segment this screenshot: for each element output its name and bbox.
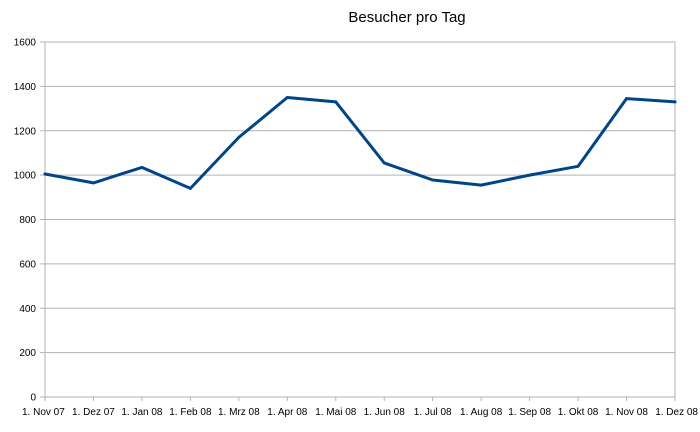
y-tick-label: 1000	[14, 171, 37, 182]
x-tick-label: 1. Sep 08	[508, 407, 551, 418]
x-tick-label: 1. Aug 08	[460, 407, 503, 418]
data-point	[43, 172, 47, 176]
x-tick-label: 1. Nov 08	[605, 407, 648, 418]
x-tick-label: 1. Nov 07	[22, 407, 65, 418]
x-tick-label: 1. Jun 08	[364, 407, 406, 418]
data-point	[576, 164, 580, 168]
y-tick-labels: 0 200 400 600 800 1000 1200 1400 1600	[14, 38, 37, 404]
data-point	[92, 181, 95, 185]
x-tick-label: 1. Apr 08	[267, 407, 307, 418]
data-point	[625, 97, 628, 100]
x-tick-label: 1. Dez 07	[72, 407, 115, 418]
data-point	[285, 96, 289, 99]
y-tick-label: 600	[19, 259, 36, 270]
data-point	[673, 100, 677, 104]
data-point	[140, 165, 144, 169]
data-point	[188, 187, 192, 190]
x-tick-label: 1. Mai 08	[315, 407, 357, 418]
x-tick-label: 1. Feb 08	[169, 407, 212, 418]
data-point	[431, 178, 435, 182]
x-tick-label: 1. Jan 08	[121, 407, 163, 418]
data-point	[237, 136, 241, 139]
series-layer	[43, 96, 677, 190]
y-tick-label: 1400	[14, 82, 37, 93]
x-tick-label: 1. Mrz 08	[218, 407, 260, 418]
x-tick-label: 1. Dez 08	[655, 407, 698, 418]
grid-lines	[45, 41, 675, 398]
axes	[40, 41, 676, 401]
data-point	[334, 100, 338, 104]
y-tick-label: 800	[19, 215, 36, 226]
chart-title: Besucher pro Tag	[348, 9, 465, 26]
data-point	[382, 161, 386, 165]
y-tick-label: 0	[30, 393, 36, 404]
y-tick-label: 400	[19, 304, 36, 315]
x-tick-label: 1. Okt 08	[558, 407, 599, 418]
y-tick-label: 200	[19, 348, 36, 359]
data-point	[528, 173, 532, 177]
x-tick-label: 1. Jul 08	[414, 407, 452, 418]
y-tick-label: 1600	[14, 38, 37, 49]
x-tick-labels: 1. Nov 07 1. Dez 07 1. Jan 08 1. Feb 08 1. M…	[22, 407, 698, 418]
series-line	[43, 96, 677, 190]
data-point	[479, 183, 483, 187]
y-tick-label: 1200	[14, 126, 37, 137]
